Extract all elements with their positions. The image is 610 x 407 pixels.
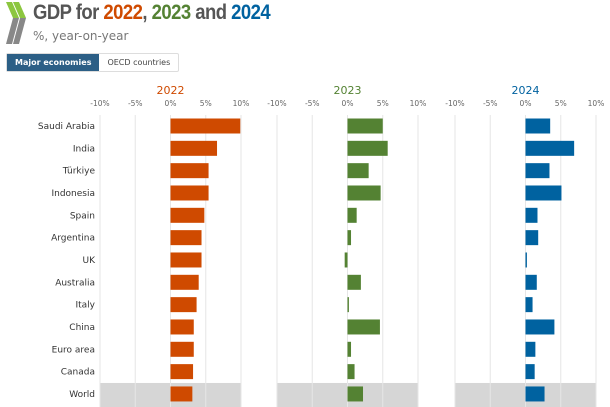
panel-title-2022: 2022 — [157, 84, 185, 97]
oecd-logo — [6, 2, 26, 44]
bar-2022 — [170, 185, 209, 201]
tick-label: 10% — [410, 99, 427, 108]
bar-2022 — [170, 252, 202, 268]
category-label: UK — [83, 256, 97, 266]
category-label: Australia — [55, 278, 95, 288]
panel-title-2023: 2023 — [334, 84, 362, 97]
bar-2023 — [347, 140, 388, 156]
bar-2024 — [525, 140, 575, 156]
tick-label: 5% — [377, 99, 389, 108]
category-label: Canada — [61, 368, 95, 378]
tick-label: -10% — [445, 99, 464, 108]
bar-2023 — [347, 341, 352, 357]
bar-2024 — [525, 185, 562, 201]
tick-label: 10% — [588, 99, 605, 108]
bar-2023 — [347, 274, 361, 290]
bar-2023 — [347, 386, 364, 402]
tick-label: -10% — [90, 99, 109, 108]
tick-label: 0% — [342, 99, 354, 108]
tab-major-economies[interactable]: Major economies — [7, 54, 100, 71]
bar-2024 — [525, 341, 536, 357]
bar-2024 — [525, 207, 538, 223]
subtitle: %, year-on-year — [33, 29, 129, 43]
tick-label: 0% — [520, 99, 532, 108]
bar-2023 — [347, 207, 357, 223]
bar-2023 — [347, 163, 369, 179]
category-label: Argentina — [51, 234, 95, 244]
bar-2022 — [170, 207, 205, 223]
bar-2024 — [525, 297, 533, 313]
category-label: India — [73, 144, 95, 154]
bar-2022 — [170, 140, 218, 156]
panel-title-2024: 2024 — [512, 84, 540, 97]
tab-bar: Major economies OECD countries — [6, 53, 180, 72]
tick-label: 5% — [555, 99, 567, 108]
bar-2024 — [525, 364, 535, 380]
category-label: Indonesia — [51, 189, 95, 199]
title-year-2023: 2023 — [151, 1, 192, 24]
bar-2022 — [170, 118, 241, 134]
tick-label: 10% — [233, 99, 250, 108]
bar-2023 — [347, 319, 380, 335]
bar-2024 — [525, 274, 537, 290]
bar-2022 — [170, 386, 193, 402]
bar-2023 — [347, 230, 352, 246]
bar-2024 — [525, 163, 550, 179]
category-label: China — [69, 323, 95, 333]
bar-2024 — [525, 230, 539, 246]
bar-2022 — [170, 274, 199, 290]
title-year-2024: 2024 — [231, 1, 271, 24]
bar-2023 — [344, 252, 348, 268]
tab-oecd-countries[interactable]: OECD countries — [107, 58, 171, 67]
bar-2024 — [525, 319, 555, 335]
bar-2022 — [170, 163, 209, 179]
category-label: World — [69, 390, 95, 400]
category-label: Saudi Arabia — [38, 122, 95, 132]
category-label: Euro area — [52, 345, 95, 355]
tick-label: 5% — [200, 99, 212, 108]
bar-2022 — [170, 319, 194, 335]
bar-2023 — [347, 185, 381, 201]
bar-2024 — [525, 118, 551, 134]
bar-2024 — [525, 252, 527, 268]
title-year-2022: 2022 — [103, 1, 143, 24]
bar-2023 — [347, 118, 383, 134]
category-label: Türkiye — [62, 167, 96, 177]
tick-label: -5% — [128, 99, 143, 108]
category-label: Spain — [70, 211, 95, 221]
page-title: GDP for 2022, 2023 and 2024 — [33, 1, 271, 24]
tick-label: -10% — [267, 99, 286, 108]
bar-2022 — [170, 230, 202, 246]
bar-2022 — [170, 297, 197, 313]
category-label: Italy — [75, 301, 95, 311]
bar-2022 — [170, 341, 194, 357]
tick-label: -5% — [483, 99, 498, 108]
bar-2022 — [170, 364, 194, 380]
tick-label: -5% — [305, 99, 320, 108]
tick-label: 0% — [165, 99, 177, 108]
bar-2023 — [347, 297, 349, 313]
bar-2024 — [525, 386, 545, 402]
bar-2023 — [347, 364, 355, 380]
